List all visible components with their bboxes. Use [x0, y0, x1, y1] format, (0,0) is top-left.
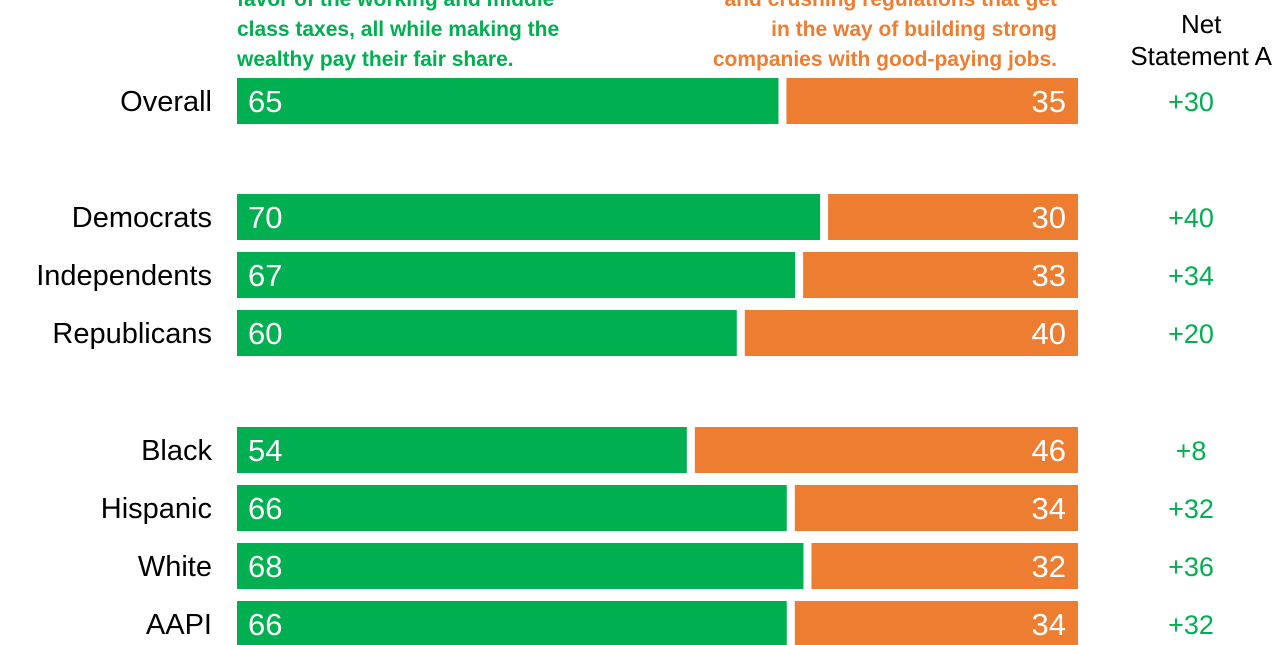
- row-label: Independents: [36, 260, 212, 292]
- net-value: +32: [1168, 610, 1214, 640]
- bar-statement-a: [237, 543, 804, 589]
- bar-value-statement-a: 68: [248, 549, 282, 584]
- bar-statement-a: [237, 427, 687, 473]
- bar-statement-b: [828, 194, 1078, 240]
- statement-a-line: class taxes, all while making the: [237, 18, 560, 41]
- bar-value-statement-a: 54: [248, 433, 282, 468]
- bar-statement-b: [786, 78, 1078, 124]
- bar-statement-a: [237, 601, 787, 645]
- bar-value-statement-b: 33: [1032, 258, 1066, 293]
- net-value: +36: [1168, 552, 1214, 582]
- bar-statement-a: [237, 252, 796, 298]
- bar-value-statement-a: 65: [248, 84, 282, 119]
- bar-statement-a: [237, 78, 779, 124]
- bar-value-statement-b: 34: [1032, 607, 1066, 642]
- net-value: +8: [1176, 436, 1207, 466]
- statement-b-line: and crushing regulations that get: [713, 0, 1057, 15]
- statement-a-line: favor of the working and middle: [237, 0, 559, 15]
- net-value: +34: [1168, 261, 1214, 291]
- row-label: Democrats: [72, 202, 212, 234]
- statement-a-text: favor of the working and middle class ta…: [237, 0, 559, 75]
- bar-statement-b: [694, 427, 1078, 473]
- bar-value-statement-a: 67: [248, 258, 282, 293]
- bar-value-statement-b: 46: [1032, 433, 1066, 468]
- bar-value-statement-b: 32: [1032, 549, 1066, 584]
- net-value: +20: [1168, 319, 1214, 349]
- bar-value-statement-a: 60: [248, 316, 282, 351]
- bar-value-statement-b: 34: [1032, 491, 1066, 526]
- bar-statement-b: [794, 485, 1078, 531]
- statement-b-line: companies with good-paying jobs.: [712, 48, 1057, 71]
- bar-value-statement-b: 35: [1032, 84, 1066, 119]
- net-header-line: Statement A: [1130, 41, 1272, 71]
- row-label: AAPI: [146, 609, 212, 641]
- net-value: +32: [1168, 494, 1214, 524]
- statement-b-text: and crushing regulations that get in the…: [713, 0, 1057, 75]
- bar-statement-b: [744, 310, 1078, 356]
- bar-statement-b: [794, 601, 1078, 645]
- row-label: White: [138, 551, 212, 583]
- statement-a-line: wealthy pay their fair share.: [237, 48, 514, 71]
- bar-statement-a: [237, 194, 821, 240]
- bar-value-statement-a: 66: [248, 607, 282, 642]
- row-label: Overall: [120, 86, 212, 118]
- net-header-line: Net: [1180, 9, 1222, 39]
- bar-statement-a: [237, 485, 787, 531]
- net-value: +40: [1168, 203, 1214, 233]
- row-label: Republicans: [52, 318, 212, 350]
- bar-value-statement-b: 30: [1032, 200, 1066, 235]
- bar-value-statement-b: 40: [1032, 316, 1066, 351]
- statement-b-line: in the way of building strong: [771, 18, 1057, 41]
- bar-statement-b: [803, 252, 1078, 298]
- bar-value-statement-a: 66: [248, 491, 282, 526]
- row-label: Black: [141, 435, 212, 467]
- net-column-header: Net Statement A: [1130, 8, 1272, 72]
- row-label: Hispanic: [101, 493, 212, 525]
- bar-statement-a: [237, 310, 737, 356]
- net-value: +30: [1168, 87, 1214, 117]
- bar-value-statement-a: 70: [248, 200, 282, 235]
- bar-statement-b: [811, 543, 1078, 589]
